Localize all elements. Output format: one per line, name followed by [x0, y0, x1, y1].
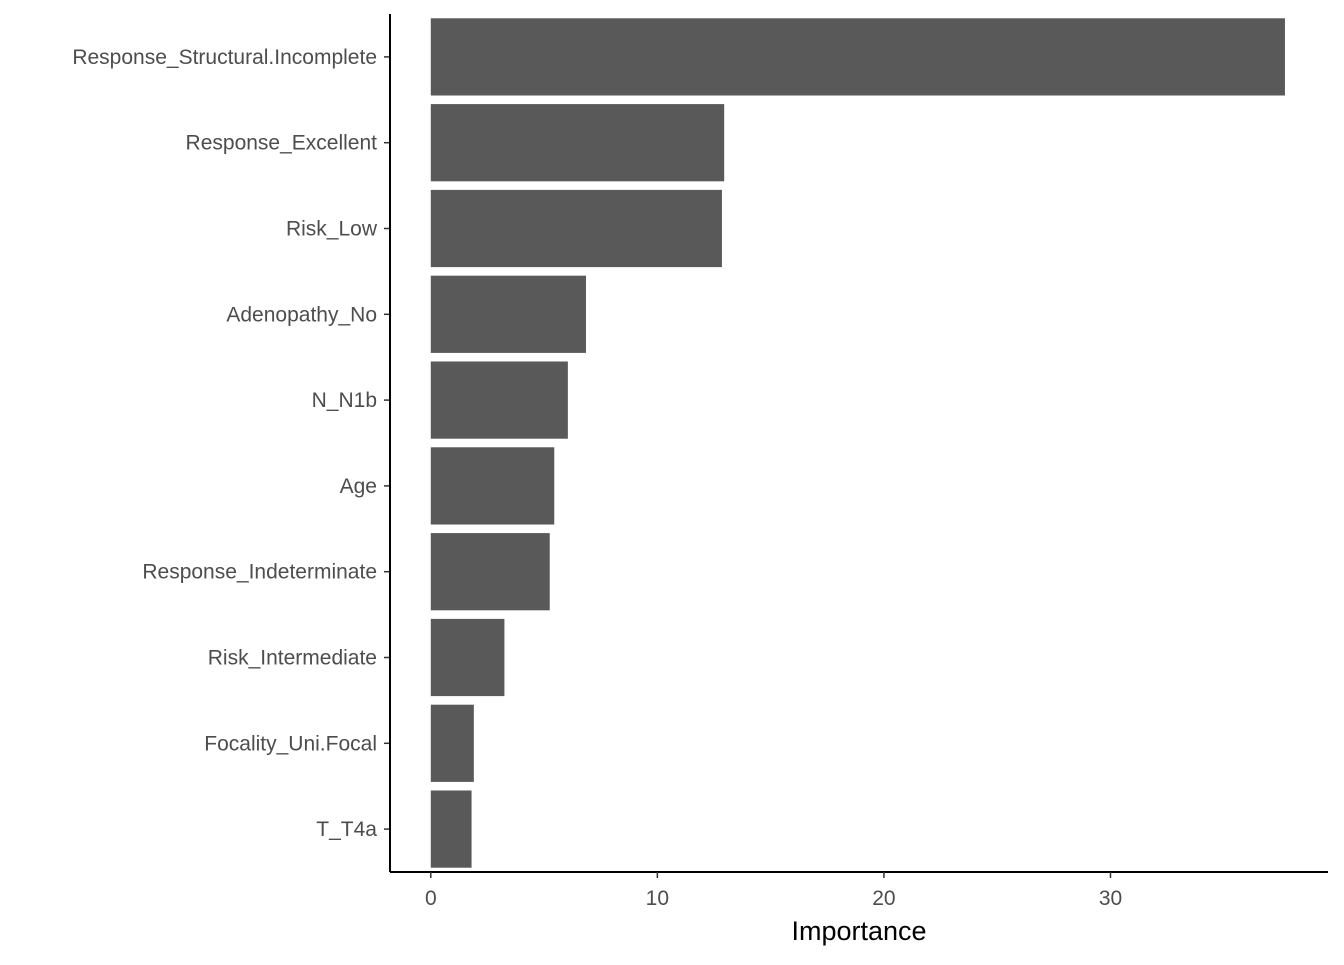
x-axis-title: Importance [791, 916, 926, 946]
y-tick-label-4: N_N1b [312, 389, 377, 412]
x-tick-label-3: 30 [1099, 887, 1122, 910]
x-axis: 0 10 20 30 [390, 871, 1328, 910]
bar-5 [430, 447, 555, 525]
x-tick-label-1: 10 [646, 887, 669, 910]
y-tick-label-8: Focality_Uni.Focal [204, 732, 377, 755]
y-tick-label-5: Age [340, 475, 377, 498]
x-tick-label-2: 20 [872, 887, 895, 910]
y-tick-label-7: Risk_Intermediate [208, 647, 377, 670]
y-tick-label-0: Response_Structural.Incomplete [72, 46, 377, 69]
y-axis: Response_Structural.Incomplete Response_E… [72, 14, 391, 872]
y-tick-label-1: Response_Excellent [186, 132, 378, 155]
bar-4 [430, 361, 568, 439]
bar-6 [430, 533, 550, 611]
bars-layer [430, 18, 1285, 868]
y-tick-label-6: Response_Indeterminate [142, 561, 377, 584]
bar-2 [430, 189, 722, 268]
bar-9 [430, 790, 472, 868]
bar-1 [430, 104, 725, 182]
y-tick-label-2: Risk_Low [286, 218, 378, 241]
bar-7 [430, 618, 505, 697]
x-tick-label-0: 0 [425, 887, 437, 910]
bar-3 [430, 275, 586, 353]
bar-0 [430, 18, 1285, 96]
y-tick-label-3: Adenopathy_No [226, 303, 377, 326]
y-tick-label-9: T_T4a [316, 818, 377, 841]
bar-8 [430, 704, 474, 782]
